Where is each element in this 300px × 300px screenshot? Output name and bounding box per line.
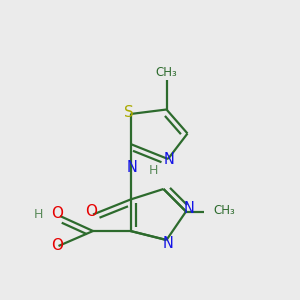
Text: H: H [148, 164, 158, 178]
Text: O: O [85, 204, 98, 219]
Text: O: O [51, 238, 63, 253]
Text: N: N [164, 152, 175, 166]
Text: CH₃: CH₃ [213, 203, 235, 217]
Text: O: O [51, 206, 63, 220]
Text: N: N [127, 160, 137, 175]
Text: N: N [184, 201, 194, 216]
Text: S: S [124, 105, 134, 120]
Text: H: H [34, 208, 43, 221]
Text: N: N [163, 236, 173, 250]
Text: CH₃: CH₃ [156, 65, 177, 79]
